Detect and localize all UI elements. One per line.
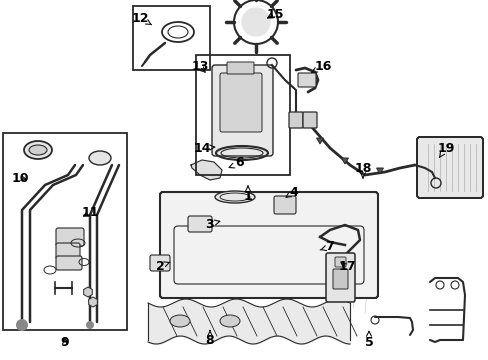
FancyBboxPatch shape: [160, 192, 377, 298]
FancyBboxPatch shape: [416, 137, 482, 198]
Text: 10: 10: [11, 171, 29, 184]
Circle shape: [16, 319, 28, 331]
Text: 2: 2: [155, 260, 169, 273]
Text: 11: 11: [81, 207, 99, 220]
FancyBboxPatch shape: [297, 73, 315, 87]
Text: 8: 8: [205, 330, 214, 346]
Text: 4: 4: [285, 185, 298, 198]
FancyBboxPatch shape: [325, 253, 354, 302]
Circle shape: [242, 8, 269, 36]
Text: 13: 13: [191, 60, 208, 73]
Bar: [133, 6, 209, 70]
FancyBboxPatch shape: [332, 269, 347, 289]
Ellipse shape: [215, 191, 254, 203]
Text: 15: 15: [265, 8, 283, 21]
Text: 7: 7: [320, 240, 334, 253]
Text: 17: 17: [338, 261, 355, 274]
FancyBboxPatch shape: [56, 243, 80, 259]
Ellipse shape: [220, 315, 240, 327]
Bar: [3, 133, 127, 330]
Text: 14: 14: [193, 141, 214, 154]
FancyBboxPatch shape: [56, 228, 84, 246]
FancyBboxPatch shape: [334, 257, 346, 267]
Text: 1: 1: [243, 186, 252, 202]
FancyBboxPatch shape: [220, 73, 262, 132]
Ellipse shape: [170, 315, 190, 327]
Text: 18: 18: [354, 162, 371, 178]
Circle shape: [86, 321, 94, 329]
FancyBboxPatch shape: [56, 256, 82, 270]
Ellipse shape: [89, 151, 111, 165]
Bar: [196, 55, 289, 175]
FancyBboxPatch shape: [303, 112, 316, 128]
Text: 16: 16: [311, 59, 331, 73]
Text: 6: 6: [229, 157, 244, 170]
FancyBboxPatch shape: [273, 196, 295, 214]
Ellipse shape: [29, 145, 47, 155]
Text: 9: 9: [61, 336, 69, 348]
Text: 5: 5: [364, 331, 373, 348]
FancyBboxPatch shape: [226, 62, 253, 74]
Ellipse shape: [24, 141, 52, 159]
FancyBboxPatch shape: [288, 112, 303, 128]
Text: 3: 3: [204, 217, 219, 230]
Polygon shape: [191, 160, 222, 180]
FancyBboxPatch shape: [187, 216, 212, 232]
FancyBboxPatch shape: [212, 65, 272, 156]
Text: 12: 12: [131, 12, 151, 25]
FancyBboxPatch shape: [150, 255, 170, 271]
Text: 19: 19: [436, 141, 454, 157]
